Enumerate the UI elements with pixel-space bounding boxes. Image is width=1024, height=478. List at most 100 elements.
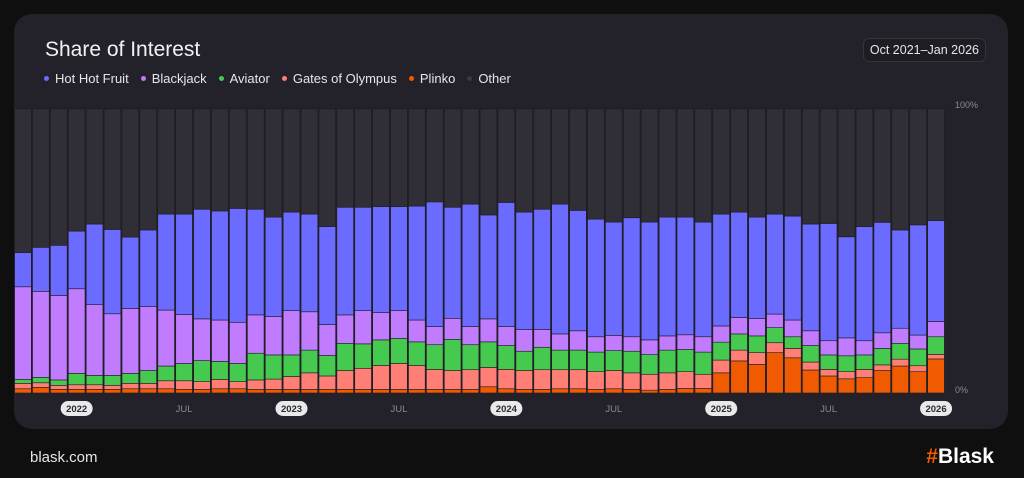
bar-segment-hot-hot-fruit[interactable] — [372, 206, 390, 313]
bar-segment-aviator[interactable] — [390, 338, 408, 364]
bar-segment-plinko[interactable] — [229, 388, 247, 394]
bar-segment-gates-of-olympus[interactable] — [855, 369, 874, 378]
bar-segment-blackjack[interactable] — [50, 295, 68, 381]
bar-segment-plinko[interactable] — [927, 358, 945, 394]
bar-segment-gates-of-olympus[interactable] — [300, 372, 319, 390]
bar-segment-aviator[interactable] — [14, 379, 32, 384]
bar-segment-plinko[interactable] — [694, 388, 712, 394]
bar-segment-other[interactable] — [676, 108, 695, 218]
bar-segment-blackjack[interactable] — [139, 306, 157, 371]
bar-segment-hot-hot-fruit[interactable] — [354, 206, 372, 311]
bar-segment-plinko[interactable] — [264, 389, 283, 394]
bar-segment-blackjack[interactable] — [247, 314, 265, 354]
bar-segment-plinko[interactable] — [354, 389, 372, 394]
bar-segment-aviator[interactable] — [139, 370, 157, 384]
bar-segment-other[interactable] — [264, 108, 283, 218]
bar-segment-aviator[interactable] — [121, 373, 140, 384]
bar-segment-hot-hot-fruit[interactable] — [282, 211, 301, 311]
bar-segment-blackjack[interactable] — [85, 304, 104, 376]
bar-segment-blackjack[interactable] — [605, 335, 623, 351]
legend-item[interactable]: Gates of Olympus — [281, 71, 397, 86]
bar-segment-aviator[interactable] — [712, 341, 730, 361]
bar-segment-gates-of-olympus[interactable] — [819, 369, 838, 377]
bar-segment-gates-of-olympus[interactable] — [426, 369, 444, 390]
bar-segment-blackjack[interactable] — [694, 336, 712, 353]
bar-segment-gates-of-olympus[interactable] — [909, 365, 927, 372]
bar-segment-other[interactable] — [855, 108, 874, 227]
bar-segment-blackjack[interactable] — [802, 330, 820, 346]
bar-segment-gates-of-olympus[interactable] — [676, 371, 695, 389]
bar-segment-other[interactable] — [551, 108, 569, 205]
bar-segment-gates-of-olympus[interactable] — [390, 363, 408, 390]
bar-segment-plinko[interactable] — [497, 388, 516, 394]
bar-segment-blackjack[interactable] — [121, 308, 140, 374]
bar-segment-blackjack[interactable] — [336, 314, 354, 344]
bar-segment-blackjack[interactable] — [264, 316, 283, 356]
bar-segment-hot-hot-fruit[interactable] — [14, 252, 32, 288]
bar-segment-plinko[interactable] — [300, 389, 319, 394]
bar-segment-plinko[interactable] — [515, 389, 533, 394]
bar-segment-blackjack[interactable] — [891, 327, 909, 344]
bar-segment-blackjack[interactable] — [927, 321, 945, 338]
bar-segment-hot-hot-fruit[interactable] — [175, 213, 193, 315]
bar-segment-gates-of-olympus[interactable] — [193, 381, 211, 390]
bar-segment-aviator[interactable] — [247, 352, 265, 381]
bar-segment-plinko[interactable] — [121, 388, 140, 394]
bar-segment-plinko[interactable] — [139, 388, 157, 394]
bar-segment-blackjack[interactable] — [318, 324, 336, 356]
bar-segment-other[interactable] — [443, 108, 462, 208]
bar-segment-blackjack[interactable] — [730, 317, 748, 335]
bar-segment-hot-hot-fruit[interactable] — [32, 247, 50, 292]
bar-segment-hot-hot-fruit[interactable] — [300, 213, 319, 313]
bar-segment-blackjack[interactable] — [569, 330, 587, 351]
bar-segment-other[interactable] — [139, 108, 157, 231]
bar-segment-other[interactable] — [193, 108, 211, 210]
bar-segment-aviator[interactable] — [855, 354, 874, 370]
bar-segment-other[interactable] — [175, 108, 193, 215]
bar-segment-hot-hot-fruit[interactable] — [515, 211, 533, 330]
bar-segment-hot-hot-fruit[interactable] — [819, 223, 838, 342]
bar-segment-hot-hot-fruit[interactable] — [748, 216, 766, 319]
bar-segment-plinko[interactable] — [623, 389, 641, 394]
bar-segment-aviator[interactable] — [658, 349, 677, 374]
bar-segment-plinko[interactable] — [372, 389, 390, 394]
bar-segment-hot-hot-fruit[interactable] — [587, 218, 605, 338]
bar-segment-aviator[interactable] — [891, 342, 909, 360]
bar-segment-aviator[interactable] — [32, 377, 50, 384]
bar-segment-aviator[interactable] — [157, 365, 175, 382]
bar-segment-aviator[interactable] — [784, 336, 802, 349]
bar-segment-other[interactable] — [408, 108, 426, 207]
bar-segment-aviator[interactable] — [461, 344, 480, 371]
bar-segment-blackjack[interactable] — [640, 339, 659, 355]
bar-segment-gates-of-olympus[interactable] — [121, 383, 140, 390]
bar-segment-aviator[interactable] — [229, 363, 247, 382]
bar-segment-plinko[interactable] — [873, 370, 891, 394]
bar-segment-other[interactable] — [694, 108, 712, 223]
bar-segment-hot-hot-fruit[interactable] — [103, 229, 122, 315]
bar-segment-plinko[interactable] — [891, 365, 909, 394]
bar-segment-aviator[interactable] — [497, 345, 516, 370]
bar-segment-other[interactable] — [336, 108, 354, 208]
bar-segment-other[interactable] — [354, 108, 372, 208]
bar-segment-plinko[interactable] — [390, 389, 408, 394]
bar-segment-gates-of-olympus[interactable] — [461, 369, 480, 390]
bar-segment-blackjack[interactable] — [193, 318, 211, 361]
bar-segment-plinko[interactable] — [193, 389, 211, 394]
bar-segment-blackjack[interactable] — [784, 319, 802, 338]
bar-segment-blackjack[interactable] — [515, 329, 533, 352]
bar-segment-hot-hot-fruit[interactable] — [50, 245, 68, 296]
bar-segment-gates-of-olympus[interactable] — [32, 382, 50, 388]
bar-segment-gates-of-olympus[interactable] — [336, 370, 354, 390]
bar-segment-plinko[interactable] — [247, 389, 265, 394]
bar-segment-blackjack[interactable] — [408, 319, 426, 343]
bar-segment-blackjack[interactable] — [300, 311, 319, 351]
bar-segment-hot-hot-fruit[interactable] — [873, 222, 891, 334]
bar-segment-other[interactable] — [748, 108, 766, 218]
bar-segment-other[interactable] — [300, 108, 319, 215]
legend-item[interactable]: Hot Hot Fruit — [44, 71, 129, 86]
bar-segment-gates-of-olympus[interactable] — [873, 364, 891, 371]
bar-segment-other[interactable] — [247, 108, 265, 210]
bar-segment-aviator[interactable] — [927, 336, 945, 355]
bar-segment-blackjack[interactable] — [712, 325, 730, 343]
bar-segment-other[interactable] — [873, 108, 891, 223]
